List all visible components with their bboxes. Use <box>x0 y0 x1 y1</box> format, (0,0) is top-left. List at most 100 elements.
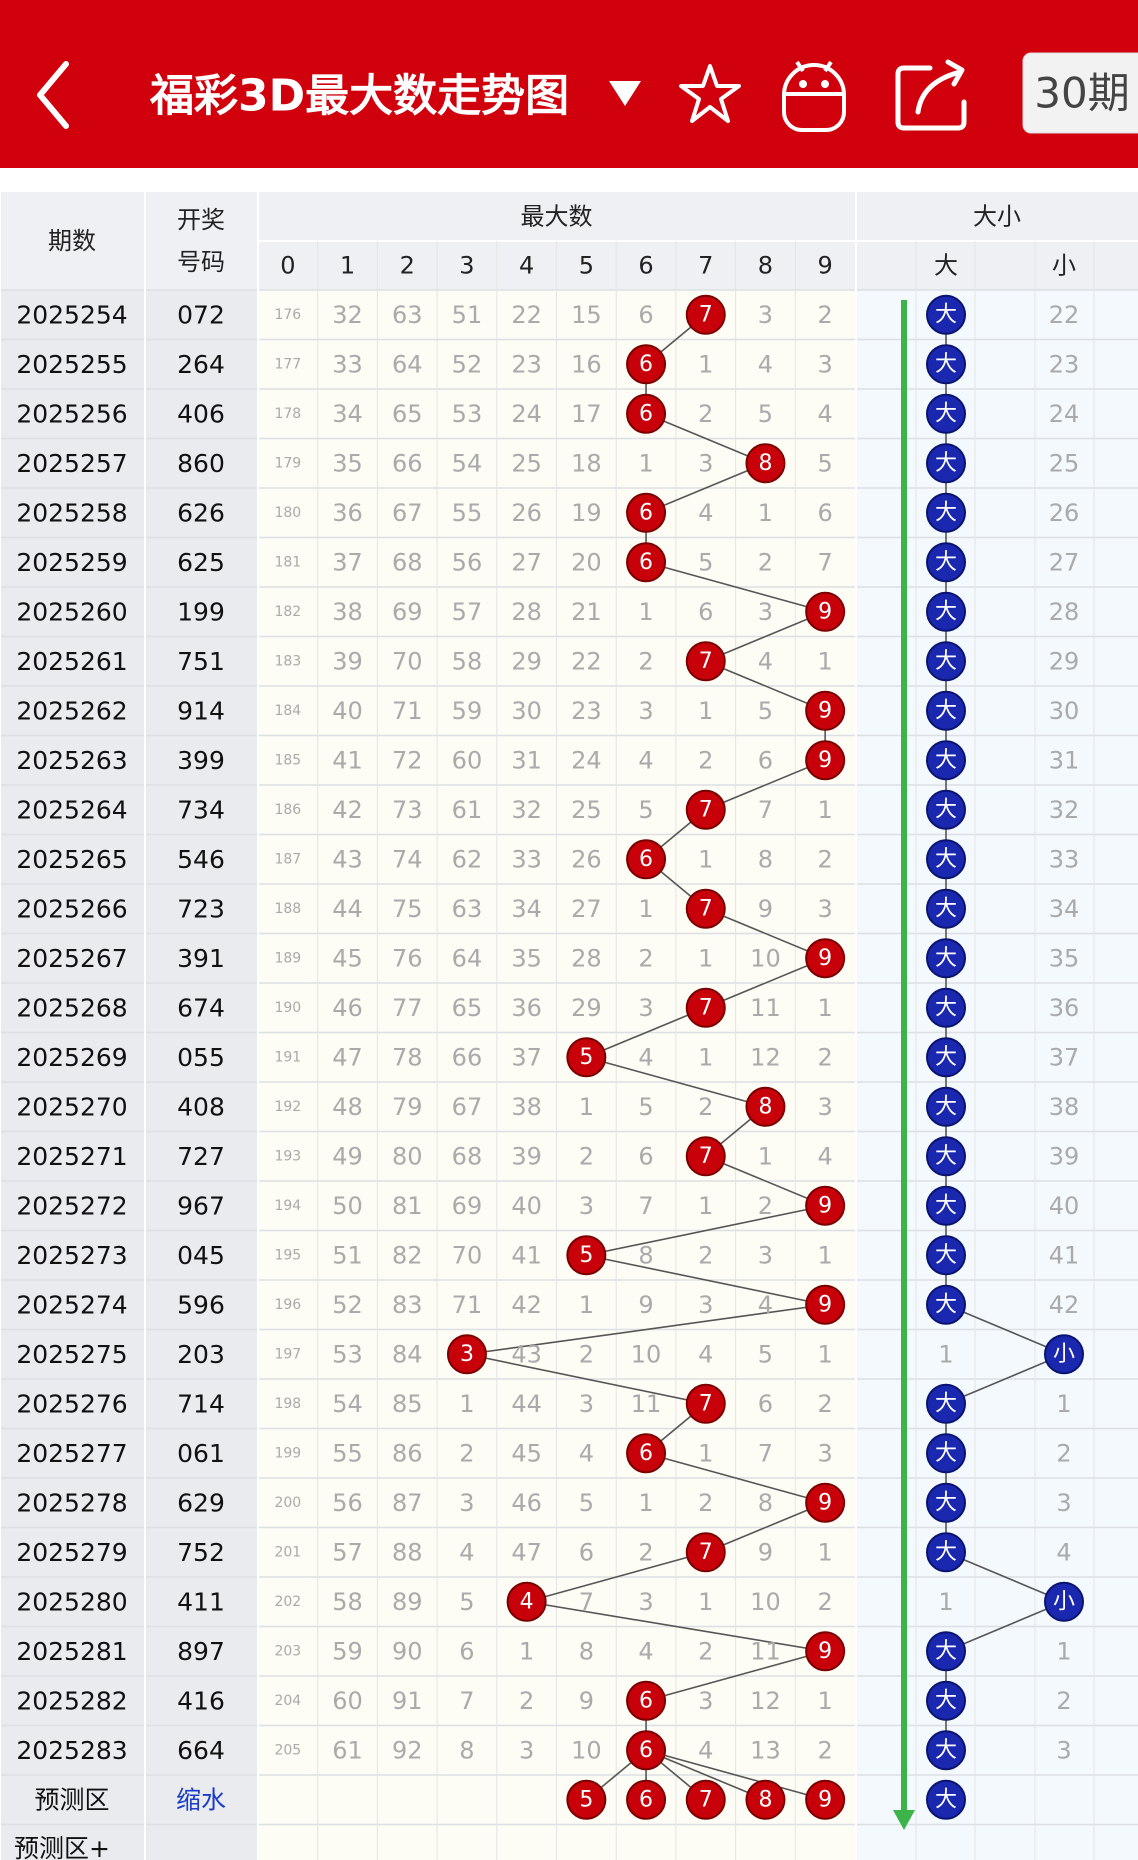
max-ball <box>685 294 726 335</box>
omission: 1 <box>519 1637 534 1665</box>
size-ball-label: 大 <box>935 1639 957 1664</box>
max-ball-label: 3 <box>460 1342 474 1367</box>
trend-line <box>586 1056 766 1108</box>
omission: 86 <box>392 1439 423 1467</box>
omission: 63 <box>392 301 423 329</box>
size-ball-label: 大 <box>935 1391 957 1416</box>
omission: 2 <box>459 1439 474 1467</box>
robot-button[interactable] <box>782 60 846 132</box>
omission: 67 <box>392 499 423 527</box>
omission: 6 <box>758 746 773 774</box>
omission: 44 <box>332 895 363 923</box>
prediction-size-ball-label: 大 <box>935 1787 957 1812</box>
draw-number: 406 <box>177 399 225 428</box>
size-ball-label: 大 <box>935 401 957 426</box>
omission: 5 <box>459 1588 474 1616</box>
omission: 1 <box>638 449 653 477</box>
max-ball-label: 7 <box>699 649 713 674</box>
omission: 24 <box>1049 400 1080 428</box>
omission: 1 <box>818 1340 833 1368</box>
omission: 27 <box>511 548 542 576</box>
omission: 3 <box>459 1489 474 1517</box>
omission: 33 <box>511 845 542 873</box>
omission: 4 <box>758 1291 773 1319</box>
trend-line <box>945 1551 1065 1603</box>
omission: 1 <box>818 994 833 1022</box>
omission: 12 <box>750 1043 781 1071</box>
size-ball-label: 大 <box>935 500 957 525</box>
max-ball-label: 9 <box>818 698 832 723</box>
trend-line <box>705 660 826 712</box>
back-button[interactable] <box>37 61 69 129</box>
omission: 29 <box>1049 647 1080 675</box>
omission: 4 <box>1056 1538 1071 1566</box>
omission: 34 <box>511 895 542 923</box>
shrink-link[interactable]: 缩水 <box>176 1785 226 1814</box>
period: 2025278 <box>16 1488 127 1517</box>
max-ball <box>626 492 667 533</box>
size-ball <box>926 641 966 682</box>
omission: 92 <box>392 1736 423 1764</box>
omission: 7 <box>459 1687 474 1715</box>
omission: 194 <box>274 1198 301 1214</box>
title-dropdown[interactable] <box>609 81 641 106</box>
draw-number: 055 <box>177 1043 225 1072</box>
trend-line <box>586 1204 826 1257</box>
omission: 3 <box>758 1241 773 1269</box>
prediction-ball <box>745 1779 786 1820</box>
draw-number: 727 <box>177 1142 225 1171</box>
size-ball <box>926 294 966 335</box>
period: 2025274 <box>16 1290 127 1319</box>
omission: 4 <box>698 1736 713 1764</box>
draw-number: 596 <box>177 1290 225 1319</box>
omission: 78 <box>392 1043 423 1071</box>
size-ball <box>926 1086 966 1127</box>
max-ball <box>566 1235 607 1276</box>
omission: 25 <box>511 449 542 477</box>
period-select-button[interactable] <box>1022 52 1138 134</box>
trend-line <box>645 1452 826 1504</box>
period: 2025275 <box>16 1340 127 1369</box>
omission: 12 <box>750 1687 781 1715</box>
period: 2025262 <box>16 696 127 725</box>
omission: 28 <box>511 598 542 626</box>
omission: 205 <box>274 1742 301 1758</box>
draw-number: 714 <box>177 1389 225 1418</box>
omission: 80 <box>392 1142 423 1170</box>
omission: 2 <box>818 1043 833 1071</box>
prediction-plus-label: 预测区+ <box>14 1834 110 1860</box>
omission: 68 <box>452 1142 483 1170</box>
omission: 1 <box>579 1093 594 1121</box>
omission: 2 <box>698 1093 713 1121</box>
omission: 19 <box>571 499 602 527</box>
omission: 65 <box>452 994 483 1022</box>
omission: 32 <box>511 796 542 824</box>
omission: 5 <box>638 1093 653 1121</box>
max-ball <box>685 1383 726 1424</box>
omission: 1 <box>698 1043 713 1071</box>
omission: 71 <box>452 1291 483 1319</box>
max-ball <box>685 1532 726 1573</box>
omission: 193 <box>274 1148 301 1164</box>
size-ball <box>926 938 966 979</box>
omission: 32 <box>332 301 363 329</box>
digit-header: 8 <box>758 252 773 280</box>
size-ball <box>926 443 966 484</box>
omission: 197 <box>274 1346 301 1362</box>
omission: 64 <box>452 944 483 972</box>
size-ball-label: 大 <box>935 1144 957 1169</box>
omission: 195 <box>274 1247 301 1263</box>
size-ball <box>926 591 966 632</box>
max-ball-label: 6 <box>639 500 653 525</box>
trend-line <box>945 1353 1065 1405</box>
max-ball <box>685 789 726 830</box>
max-ball <box>626 1680 667 1721</box>
omission: 176 <box>274 307 301 323</box>
omission: 20 <box>571 548 602 576</box>
omission: 1 <box>638 1489 653 1517</box>
omission: 39 <box>1049 1142 1080 1170</box>
share-button[interactable] <box>895 59 967 131</box>
size-header: 大 <box>934 252 958 280</box>
favorite-button[interactable] <box>679 64 741 123</box>
omission: 47 <box>511 1538 542 1566</box>
